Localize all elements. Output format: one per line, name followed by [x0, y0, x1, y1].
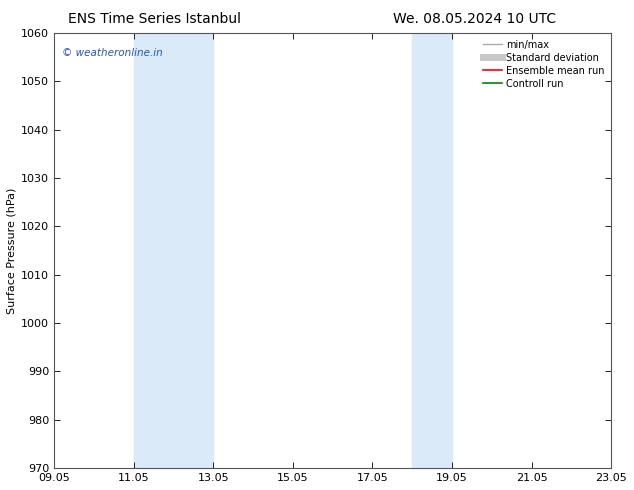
Legend: min/max, Standard deviation, Ensemble mean run, Controll run: min/max, Standard deviation, Ensemble me…: [479, 36, 608, 93]
Bar: [134, 33, 213, 468]
Text: We. 08.05.2024 10 UTC: We. 08.05.2024 10 UTC: [393, 12, 556, 26]
Y-axis label: Surface Pressure (hPa): Surface Pressure (hPa): [7, 187, 17, 314]
Text: ENS Time Series Istanbul: ENS Time Series Istanbul: [68, 12, 241, 26]
Bar: [412, 33, 452, 468]
Text: © weatheronline.in: © weatheronline.in: [63, 48, 163, 58]
